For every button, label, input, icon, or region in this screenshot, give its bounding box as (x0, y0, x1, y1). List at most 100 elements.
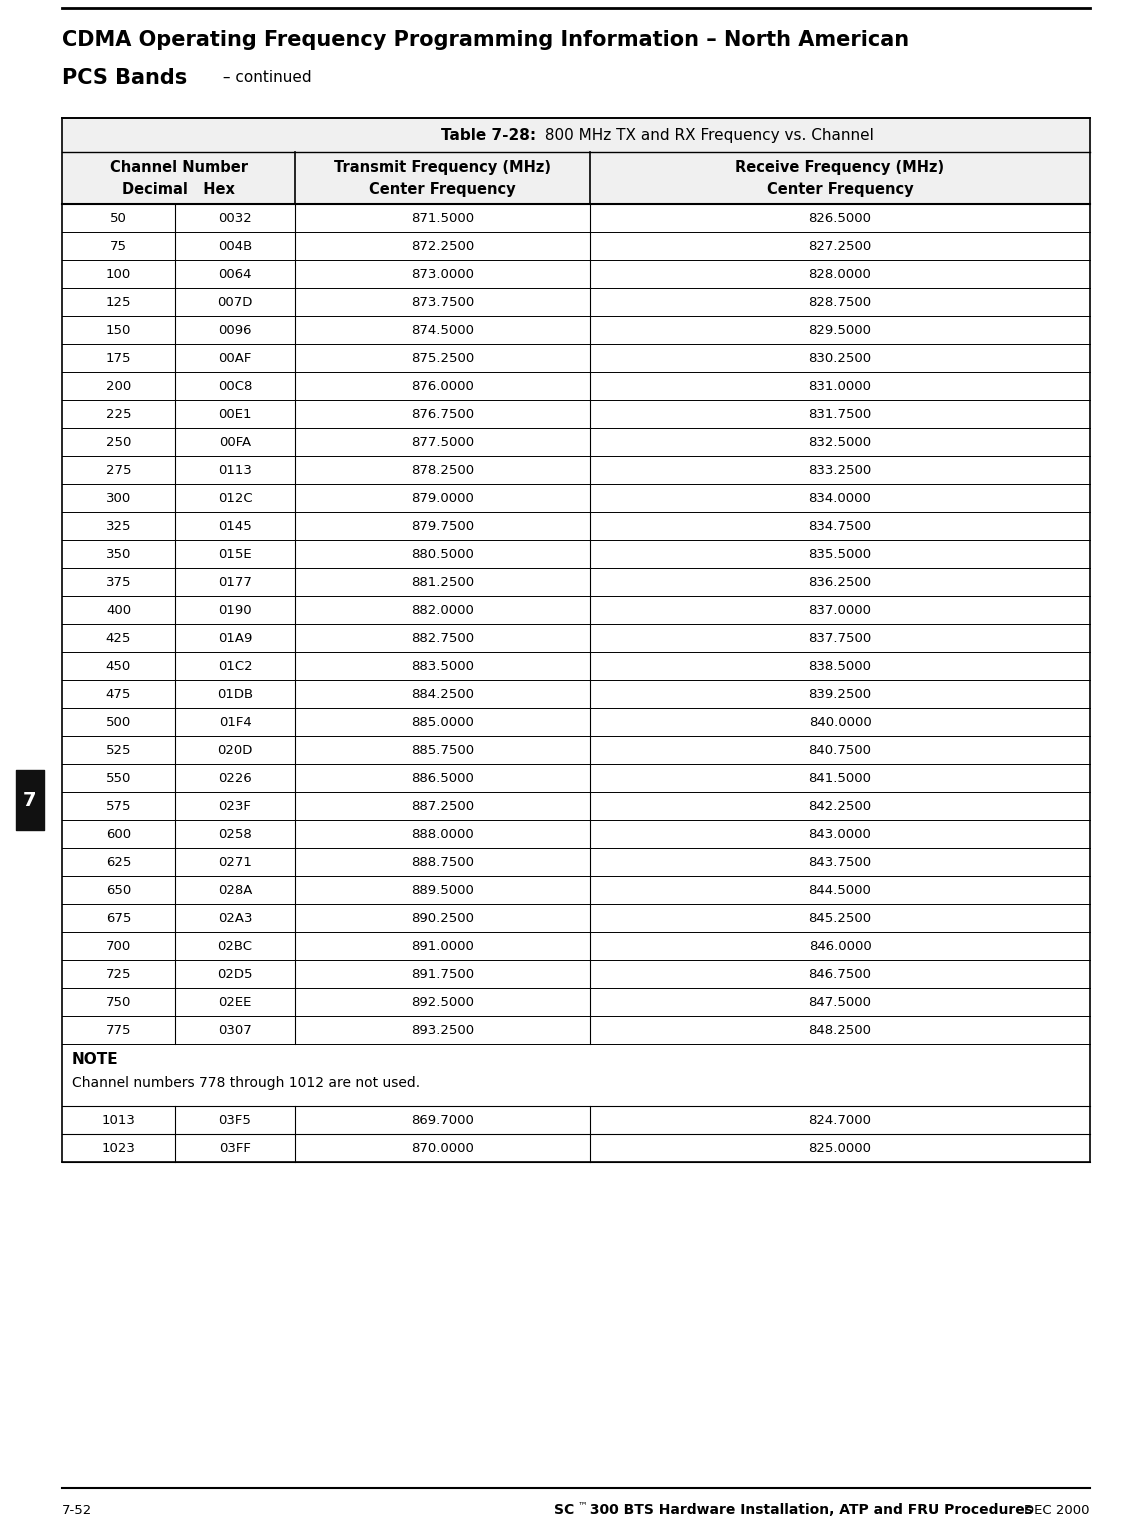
Text: 400: 400 (106, 603, 131, 617)
Text: 0113: 0113 (218, 464, 251, 476)
Text: 873.7500: 873.7500 (411, 295, 474, 309)
Text: 0258: 0258 (218, 828, 251, 840)
Text: Decimal   Hex: Decimal Hex (122, 182, 235, 196)
Text: ™: ™ (577, 1499, 588, 1510)
Text: 848.2500: 848.2500 (808, 1024, 871, 1036)
Text: 600: 600 (106, 828, 131, 840)
Text: 836.2500: 836.2500 (808, 575, 871, 589)
Text: 03FF: 03FF (219, 1141, 251, 1155)
Text: 880.5000: 880.5000 (411, 548, 474, 560)
Text: 02EE: 02EE (218, 996, 251, 1008)
Text: 175: 175 (106, 352, 131, 364)
Text: 834.0000: 834.0000 (808, 491, 871, 505)
Text: 830.2500: 830.2500 (808, 352, 871, 364)
Text: 887.2500: 887.2500 (411, 800, 474, 812)
Text: 824.7000: 824.7000 (808, 1114, 871, 1126)
Text: 023F: 023F (218, 800, 251, 812)
Text: 847.5000: 847.5000 (808, 996, 871, 1008)
Text: 0226: 0226 (218, 771, 251, 785)
Text: 884.2500: 884.2500 (411, 687, 474, 701)
Text: 0032: 0032 (218, 211, 251, 225)
Text: 02BC: 02BC (217, 939, 253, 953)
Text: 879.7500: 879.7500 (411, 520, 474, 532)
Text: 225: 225 (106, 407, 131, 421)
Text: 425: 425 (106, 632, 131, 644)
Text: 831.7500: 831.7500 (808, 407, 871, 421)
Text: 846.0000: 846.0000 (808, 939, 871, 953)
Text: 891.0000: 891.0000 (411, 939, 474, 953)
Text: 877.5000: 877.5000 (411, 436, 474, 448)
Text: 575: 575 (106, 800, 131, 812)
Text: 826.5000: 826.5000 (808, 211, 871, 225)
Text: 00FA: 00FA (219, 436, 251, 448)
Text: Center Frequency: Center Frequency (370, 182, 515, 196)
Text: 0096: 0096 (218, 323, 251, 337)
Text: 01DB: 01DB (217, 687, 253, 701)
Text: 833.2500: 833.2500 (808, 464, 871, 476)
Text: 0145: 0145 (218, 520, 251, 532)
Text: 892.5000: 892.5000 (411, 996, 474, 1008)
Text: 275: 275 (106, 464, 131, 476)
Text: SC: SC (553, 1502, 574, 1518)
Text: 375: 375 (106, 575, 131, 589)
Text: 1023: 1023 (101, 1141, 135, 1155)
Text: 871.5000: 871.5000 (411, 211, 474, 225)
Text: 874.5000: 874.5000 (411, 323, 474, 337)
Text: 879.0000: 879.0000 (411, 491, 474, 505)
Text: 872.2500: 872.2500 (411, 240, 474, 252)
Text: 625: 625 (106, 855, 131, 869)
Text: 828.0000: 828.0000 (808, 268, 871, 280)
Text: NOTE: NOTE (72, 1053, 118, 1066)
Text: 883.5000: 883.5000 (411, 659, 474, 673)
Text: Channel Number: Channel Number (109, 159, 248, 174)
Text: 150: 150 (106, 323, 131, 337)
Text: 842.2500: 842.2500 (808, 800, 871, 812)
Text: PCS Bands: PCS Bands (62, 67, 187, 89)
Text: DEC 2000: DEC 2000 (1024, 1504, 1089, 1516)
Text: 03F5: 03F5 (218, 1114, 251, 1126)
Text: 846.7500: 846.7500 (808, 967, 871, 981)
Text: 843.0000: 843.0000 (808, 828, 871, 840)
Text: 7: 7 (23, 791, 37, 809)
Text: 885.0000: 885.0000 (411, 716, 474, 728)
Text: 01A9: 01A9 (218, 632, 253, 644)
Text: 500: 500 (106, 716, 131, 728)
Text: 675: 675 (106, 912, 131, 924)
Text: 893.2500: 893.2500 (411, 1024, 474, 1036)
Text: 250: 250 (106, 436, 131, 448)
Text: 350: 350 (106, 548, 131, 560)
Text: CDMA Operating Frequency Programming Information – North American: CDMA Operating Frequency Programming Inf… (62, 31, 909, 50)
Text: 840.7500: 840.7500 (808, 744, 871, 756)
Text: 827.2500: 827.2500 (808, 240, 871, 252)
Text: 75: 75 (110, 240, 127, 252)
Text: 838.5000: 838.5000 (808, 659, 871, 673)
Text: Table 7-28:: Table 7-28: (441, 127, 536, 142)
Text: 004B: 004B (218, 240, 253, 252)
Text: 888.7500: 888.7500 (411, 855, 474, 869)
Text: 01C2: 01C2 (218, 659, 253, 673)
Text: 878.2500: 878.2500 (411, 464, 474, 476)
Text: 882.7500: 882.7500 (411, 632, 474, 644)
Text: 007D: 007D (217, 295, 253, 309)
Text: 00AF: 00AF (218, 352, 251, 364)
Text: 125: 125 (106, 295, 131, 309)
Text: 869.7000: 869.7000 (411, 1114, 474, 1126)
Text: 889.5000: 889.5000 (411, 883, 474, 897)
Text: 012C: 012C (218, 491, 253, 505)
Text: 844.5000: 844.5000 (808, 883, 871, 897)
Text: 750: 750 (106, 996, 131, 1008)
Text: 828.7500: 828.7500 (808, 295, 871, 309)
Text: 300: 300 (106, 491, 131, 505)
Text: 891.7500: 891.7500 (411, 967, 474, 981)
Text: 00E1: 00E1 (218, 407, 251, 421)
Text: 475: 475 (106, 687, 131, 701)
Text: Center Frequency: Center Frequency (767, 182, 914, 196)
Text: 7-52: 7-52 (62, 1504, 92, 1516)
Text: 835.5000: 835.5000 (808, 548, 871, 560)
Text: 837.0000: 837.0000 (808, 603, 871, 617)
Text: 700: 700 (106, 939, 131, 953)
Text: 837.7500: 837.7500 (808, 632, 871, 644)
Text: 0177: 0177 (218, 575, 251, 589)
Text: 02A3: 02A3 (218, 912, 253, 924)
Text: 1013: 1013 (101, 1114, 135, 1126)
